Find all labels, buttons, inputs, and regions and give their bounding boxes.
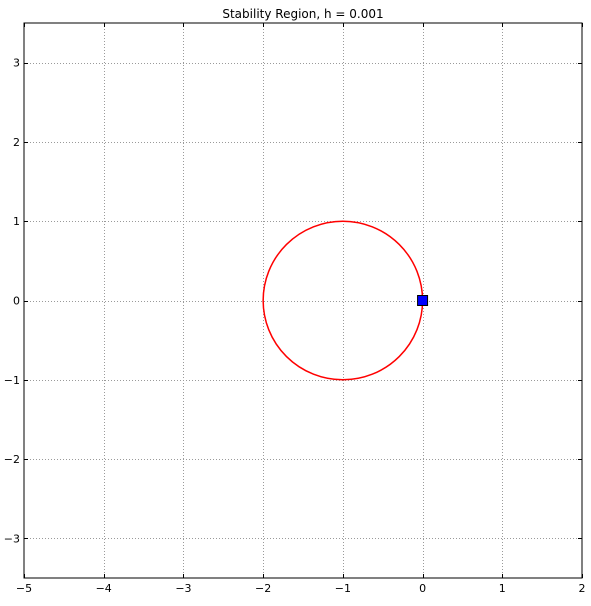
y-tick-labels: −3 −2 −1 0 1 2 3 [4,57,20,546]
y-tick-label-3: 0 [13,295,20,308]
y-tick-label-0: −3 [4,532,20,545]
y-tick-label-2: −1 [4,374,20,387]
stability-circle [262,220,424,381]
x-tick-label-1: −4 [96,582,112,595]
y-tick-label-5: 2 [13,136,20,149]
x-tick-label-3: −2 [255,582,271,595]
y-tick-label-1: −2 [4,453,20,466]
x-tick-label-2: −3 [175,582,191,595]
x-tick-label-0: −5 [16,582,32,595]
x-tick-label-7: 2 [579,582,586,595]
x-tick-label-5: 0 [419,582,426,595]
plot-series [262,220,429,381]
x-tick-label-4: −1 [335,582,351,595]
x-tick-labels: −5 −4 −3 −2 −1 0 1 2 [16,582,586,595]
grid [24,23,582,578]
y-tick-label-6: 3 [13,57,20,70]
ticks [24,23,583,578]
y-tick-label-4: 1 [13,215,20,228]
plot-frame [23,22,583,579]
chart-title: Stability Region, h = 0.001 [222,7,383,21]
data-point-marker-0 [417,295,429,306]
x-tick-label-6: 1 [499,582,506,595]
